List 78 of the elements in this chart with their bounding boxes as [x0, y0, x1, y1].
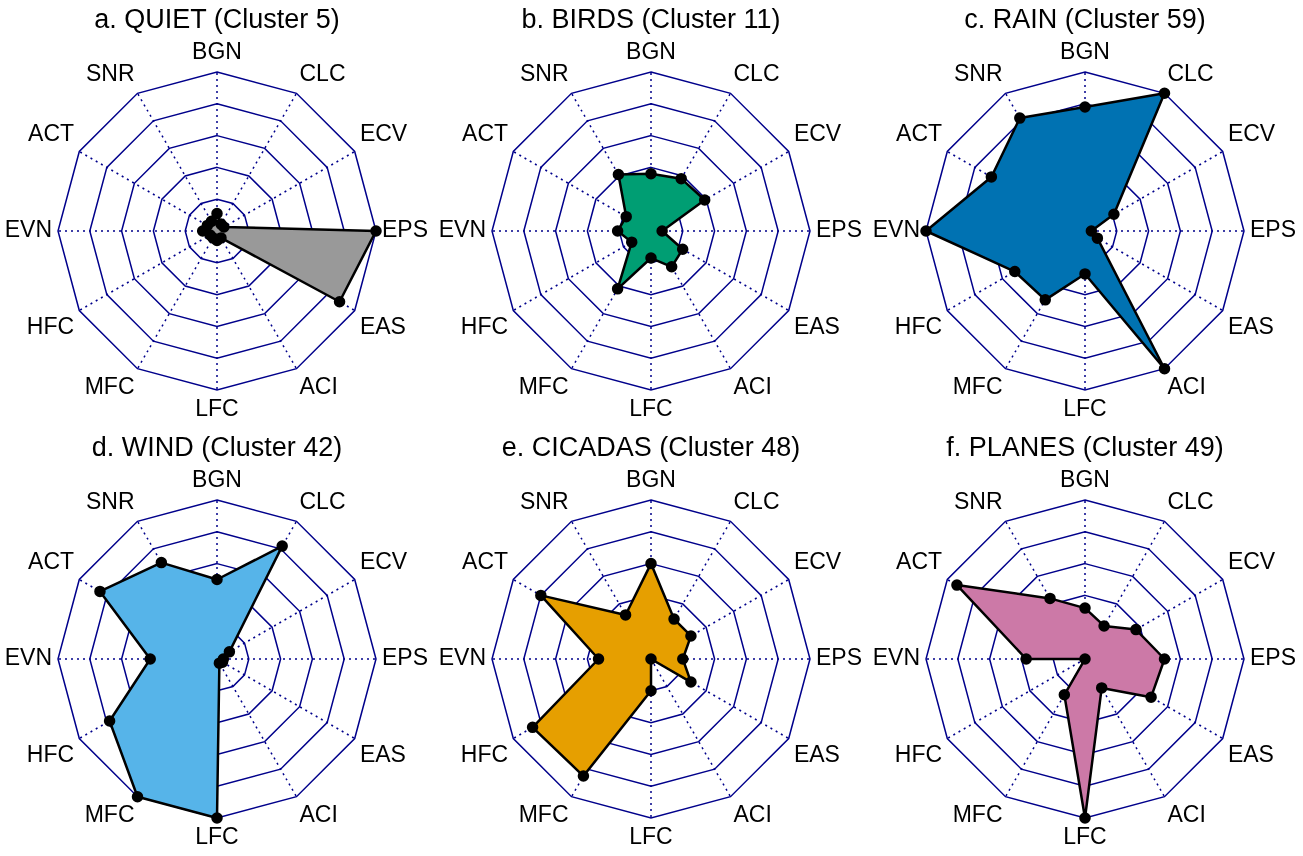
spoke-label: EPS [382, 216, 429, 243]
spoke-label: LFC [629, 395, 673, 422]
spoke-label: EPS [816, 216, 863, 243]
spoke-label: LFC [195, 395, 239, 422]
spoke-label: MFC [952, 801, 1003, 828]
spoke-label: BGN [1060, 37, 1110, 64]
spoke-label: CLC [733, 487, 780, 514]
spoke-label: ACT [896, 548, 943, 575]
spoke-label: HFC [26, 312, 75, 339]
spoke-label: LFC [1063, 823, 1107, 850]
spoke-label: HFC [26, 740, 75, 767]
spoke-label: EPS [1250, 644, 1297, 671]
spoke-label: SNR [85, 487, 135, 514]
spoke-label: ECV [793, 120, 842, 147]
spoke-label: SNR [85, 59, 135, 86]
spoke-label: ACT [28, 548, 75, 575]
spoke-label: ECV [1227, 548, 1276, 575]
spoke-label: ECV [359, 548, 408, 575]
spoke-label: SNR [953, 59, 1003, 86]
spoke-label: MFC [952, 373, 1003, 400]
spoke-label: MFC [518, 373, 569, 400]
spoke-label: ACI [1167, 801, 1206, 828]
spoke-label: SNR [519, 487, 569, 514]
spoke-label: SNR [519, 59, 569, 86]
chart-title: b. BIRDS (Cluster 11) [521, 3, 781, 34]
chart-title: a. QUIET (Cluster 5) [94, 3, 340, 34]
spoke-label: EVN [438, 644, 486, 671]
spoke-label: HFC [460, 312, 509, 339]
spoke-label: HFC [460, 740, 509, 767]
spoke-label: EAS [793, 740, 840, 767]
spoke-label: EPS [816, 644, 863, 671]
spoke-label: LFC [1063, 395, 1107, 422]
spoke-label: EPS [382, 644, 429, 671]
spoke-label: MFC [84, 373, 135, 400]
spoke-label: EPS [1250, 216, 1297, 243]
spoke-label: EVN [4, 644, 52, 671]
chart-title: c. RAIN (Cluster 59) [964, 3, 1206, 34]
spoke-label: ACI [299, 801, 338, 828]
spoke-label: BGN [192, 465, 242, 492]
spoke-label: HFC [894, 312, 943, 339]
spoke-label: ECV [359, 120, 408, 147]
spoke-label: ACT [462, 548, 509, 575]
spoke-label: ACT [896, 120, 943, 147]
spoke-label: EVN [438, 216, 486, 243]
spoke-label: ACI [733, 373, 772, 400]
spoke-label: BGN [626, 465, 676, 492]
spoke-label: BGN [192, 37, 242, 64]
spoke-label: ACT [462, 120, 509, 147]
spoke-label: EAS [1227, 312, 1274, 339]
spoke-label: EAS [359, 312, 406, 339]
spoke-label: ACI [733, 801, 772, 828]
spoke-label: EAS [359, 740, 406, 767]
chart-title: f. PLANES (Cluster 49) [946, 431, 1224, 462]
spoke-label: EVN [872, 644, 920, 671]
spoke-label: LFC [195, 823, 239, 850]
spoke-label: BGN [1060, 465, 1110, 492]
spoke-label: ACI [1167, 373, 1206, 400]
spoke-label: EVN [4, 216, 52, 243]
spoke-label: ECV [793, 548, 842, 575]
spoke-label: CLC [1167, 59, 1214, 86]
spoke-label: EVN [872, 216, 920, 243]
spoke-label: CLC [299, 59, 346, 86]
spoke-label: EAS [793, 312, 840, 339]
spoke-label: ACI [299, 373, 338, 400]
chart-title: e. CICADAS (Cluster 48) [501, 431, 801, 462]
spoke-label: CLC [1167, 487, 1214, 514]
spoke-label: SNR [953, 487, 1003, 514]
chart-title: d. WIND (Cluster 42) [91, 431, 343, 462]
spoke-label: ACT [28, 120, 75, 147]
spoke-label: MFC [518, 801, 569, 828]
spoke-label: CLC [299, 487, 346, 514]
spoke-label: CLC [733, 59, 780, 86]
spoke-label: MFC [84, 801, 135, 828]
spoke-label: HFC [894, 740, 943, 767]
spoke-label: BGN [626, 37, 676, 64]
spoke-label: ECV [1227, 120, 1276, 147]
spoke-label: LFC [629, 823, 673, 850]
spoke-label: EAS [1227, 740, 1274, 767]
